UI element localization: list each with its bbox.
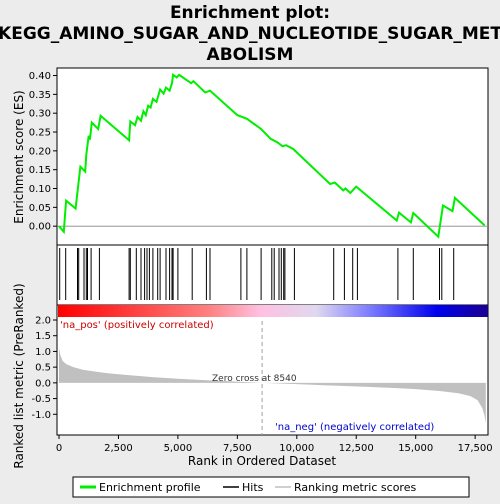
metric-panel <box>56 304 489 436</box>
ranking-metric-area <box>59 348 486 424</box>
es-tick-label: 0.10 <box>29 184 51 195</box>
es-tick-label: 0.25 <box>29 128 51 139</box>
x-tick-label: 7,500 <box>223 443 252 454</box>
x-tick-label: 15,000 <box>398 443 433 454</box>
gradient-strip <box>58 305 488 317</box>
hits-panel <box>56 244 489 306</box>
metric-tick-label: -0.5 <box>31 394 51 405</box>
y-axis-label-es: Enrichment score (ES) <box>12 90 26 223</box>
legend-enrichment-label: Enrichment profile <box>99 481 201 494</box>
es-tick-label: 0.20 <box>29 146 51 157</box>
metric-tick-label: 2.0 <box>35 316 51 327</box>
legend-hits-label: Hits <box>242 481 264 494</box>
enrichment-profile-line <box>58 73 486 239</box>
es-tick-label: 0.05 <box>29 203 51 214</box>
metric-plot-layer <box>59 321 486 435</box>
x-tick-label: 2,500 <box>104 443 133 454</box>
es-panel <box>56 67 489 246</box>
neg-correlated-label: 'na_neg' (negatively correlated) <box>275 422 434 433</box>
metric-tick-label: 1.5 <box>35 331 51 342</box>
x-tick-label: 12,500 <box>339 443 374 454</box>
chart-title-line-3: ABOLISM <box>207 45 294 65</box>
x-axis-label: Rank in Ordered Dataset <box>188 454 336 468</box>
x-tick-label: 10,000 <box>279 443 314 454</box>
hits-layer <box>59 248 455 300</box>
es-tick-label: 0.40 <box>29 71 51 82</box>
metric-tick-label: 0.5 <box>35 363 51 374</box>
metric-tick-label: 1.0 <box>35 347 51 358</box>
x-tick-label: 0 <box>56 443 62 454</box>
es-tick-label: 0.30 <box>29 109 51 120</box>
legend-metric-label: Ranking metric scores <box>294 481 416 494</box>
chart-title-line-2: KEGG_AMINO_SUGAR_AND_NUCLEOTIDE_SUGAR_ME… <box>0 24 500 44</box>
es-tick-label: 0.15 <box>29 165 51 176</box>
es-plot-layer <box>57 73 488 239</box>
es-tick-label: 0.35 <box>29 90 51 101</box>
pos-correlated-label: 'na_pos' (positively correlated) <box>60 320 214 331</box>
es-tick-label: 0.00 <box>29 222 51 233</box>
x-tick-label: 17,500 <box>458 443 493 454</box>
axes-layer: 0.000.050.100.150.200.250.300.350.40-1.0… <box>29 71 493 454</box>
zero-cross-label: Zero cross at 8540 <box>212 374 297 384</box>
chart-title-line-1: Enrichment plot: <box>170 3 330 23</box>
legend: Enrichment profile Hits Ranking metric s… <box>72 476 470 498</box>
y-axis-label-metric: Ranked list metric (PreRanked) <box>12 283 26 468</box>
metric-tick-label: -1.0 <box>31 410 51 421</box>
legend-box <box>72 476 470 498</box>
x-tick-label: 5,000 <box>164 443 193 454</box>
metric-tick-label: 0.0 <box>35 378 51 389</box>
ranking-gradient-bar <box>58 305 488 317</box>
